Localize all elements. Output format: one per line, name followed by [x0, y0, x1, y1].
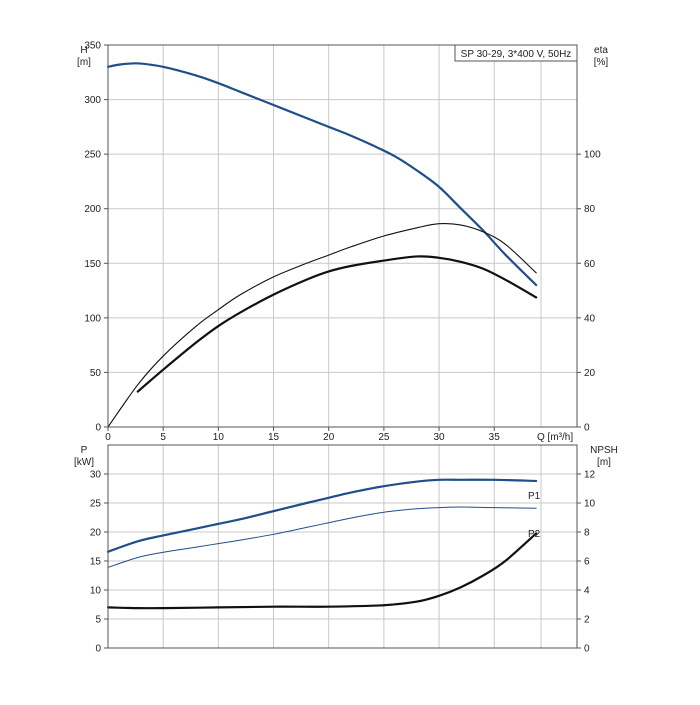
y2-tick-label: 80 [584, 204, 596, 215]
y-tick-label: 0 [95, 423, 101, 434]
y-tick-label: 10 [90, 586, 102, 597]
series-layer [106, 62, 538, 610]
series-line-0-1 [107, 223, 537, 428]
y2-tick-label: 12 [584, 470, 596, 481]
frame-layer [104, 44, 581, 649]
text-layer: H [m] eta [%] Q [m³/h] SP 30-29, 3*400 V… [74, 41, 618, 655]
y2-tick-label: 0 [584, 423, 590, 434]
grid-layer [108, 44, 577, 648]
y2-tick-label: 20 [584, 368, 596, 379]
plot-frame [107, 44, 578, 428]
series-label-p1: P1 [528, 491, 541, 502]
y-tick-label: 0 [95, 644, 101, 655]
y-tick-label: 150 [84, 259, 101, 270]
series-line-1-0 [106, 478, 538, 553]
y-tick-label: 15 [90, 557, 102, 568]
x-tick-label: 20 [323, 432, 335, 443]
x-tick-label: 30 [433, 432, 445, 443]
x-tick-label: 15 [268, 432, 280, 443]
chart-title: SP 30-29, 3*400 V, 50Hz [461, 49, 572, 60]
y2-tick-label: 6 [584, 557, 590, 568]
x-tick-label: 25 [378, 432, 390, 443]
y-tick-label: 350 [84, 41, 101, 52]
y-tick-label: 250 [84, 150, 101, 161]
top-y2label-unit: [%] [594, 57, 609, 68]
y2-tick-label: 2 [584, 615, 590, 626]
top-y2label: eta [594, 45, 608, 56]
top-xlabel: Q [m³/h] [537, 432, 573, 443]
y2-tick-label: 8 [584, 528, 590, 539]
x-tick-label: 0 [105, 432, 111, 443]
series-line-0-2 [136, 255, 538, 393]
y2-tick-label: 60 [584, 259, 596, 270]
bottom-ylabel: P [81, 445, 88, 456]
y-tick-label: 25 [90, 499, 102, 510]
y-tick-label: 50 [90, 368, 102, 379]
y-tick-label: 20 [90, 528, 102, 539]
plot-frame [107, 444, 578, 649]
bottom-y2label-unit: [m] [597, 457, 611, 468]
chart-title-box [454, 44, 578, 62]
x-tick-label: 35 [489, 432, 501, 443]
x-tick-label: 10 [213, 432, 225, 443]
y-tick-label: 5 [95, 615, 101, 626]
y2-tick-label: 10 [584, 499, 596, 510]
y-tick-label: 200 [84, 204, 101, 215]
y2-tick-label: 40 [584, 313, 596, 324]
top-ylabel: H [80, 45, 87, 56]
x-tick-label: 5 [160, 432, 166, 443]
bottom-ylabel-unit: [kW] [74, 457, 94, 468]
y-tick-label: 30 [90, 470, 102, 481]
series-line-1-1 [107, 506, 537, 568]
y2-tick-label: 100 [584, 150, 601, 161]
y-tick-label: 300 [84, 95, 101, 106]
bottom-y2label: NPSH [590, 445, 618, 456]
series-label-p2: P2 [528, 529, 541, 540]
y2-tick-label: 4 [584, 586, 590, 597]
y-tick-label: 100 [84, 313, 101, 324]
series-line-1-2 [106, 532, 538, 610]
top-ylabel-unit: [m] [77, 57, 91, 68]
series-line-0-0 [106, 62, 538, 287]
y2-tick-label: 0 [584, 644, 590, 655]
